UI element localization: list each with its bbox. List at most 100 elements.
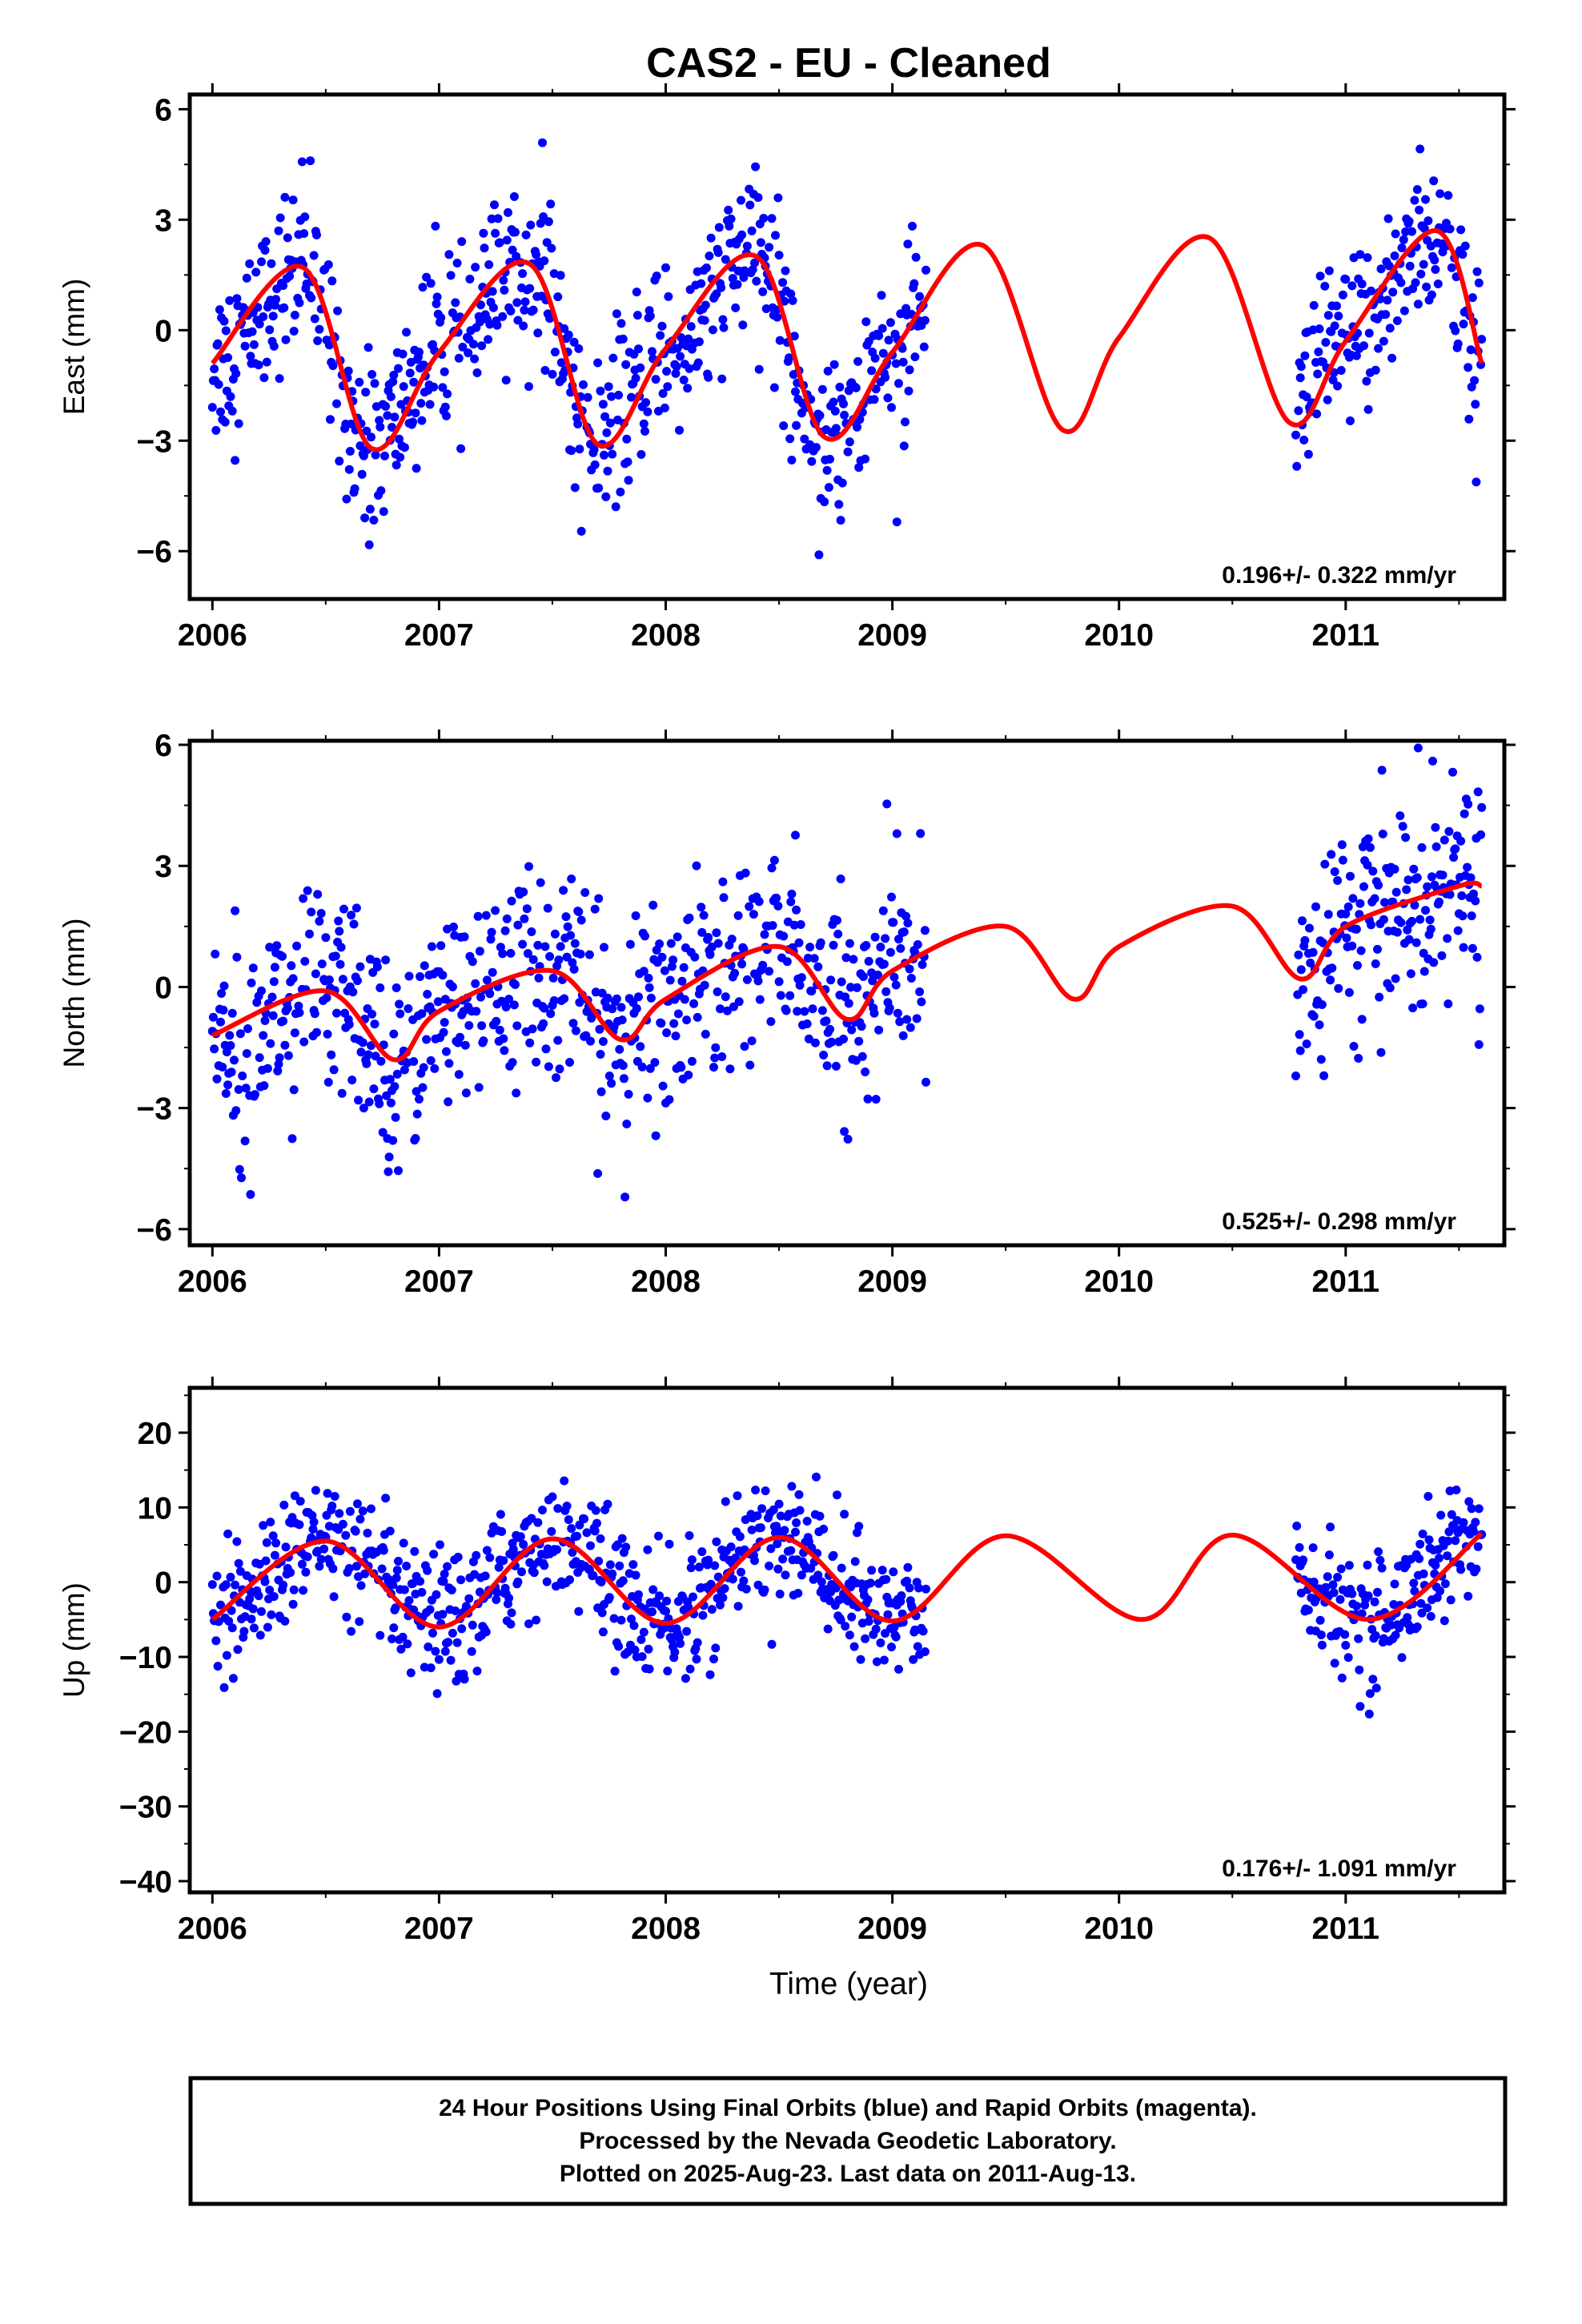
data-point	[363, 1528, 372, 1538]
data-point	[550, 348, 560, 357]
data-point	[383, 411, 392, 420]
y-tick-label: −6	[137, 535, 172, 569]
data-point	[870, 932, 880, 942]
data-point	[1458, 911, 1468, 921]
data-point	[1332, 301, 1341, 311]
data-point	[1398, 822, 1407, 831]
data-point	[1292, 461, 1302, 471]
data-point	[663, 382, 673, 392]
data-point	[879, 1655, 889, 1665]
x-tick-label: 2010	[1084, 1265, 1154, 1299]
data-point	[355, 377, 364, 387]
data-point	[524, 862, 533, 871]
data-point	[861, 1068, 870, 1076]
data-point	[754, 897, 764, 907]
data-point	[255, 320, 264, 329]
data-point	[1401, 833, 1411, 842]
data-point	[755, 995, 765, 1004]
data-point	[595, 1024, 604, 1034]
footer-line-2: Processed by the Nevada Geodetic Laborat…	[579, 2128, 1116, 2154]
data-point	[328, 361, 338, 371]
data-point	[410, 1546, 420, 1556]
data-point	[290, 1491, 299, 1501]
data-point	[780, 1526, 789, 1535]
data-point	[428, 1628, 437, 1638]
data-point	[360, 1569, 370, 1578]
data-point	[673, 1009, 683, 1019]
data-point	[429, 1550, 439, 1559]
data-point	[885, 318, 895, 328]
data-point	[1460, 809, 1469, 818]
data-point	[604, 1593, 614, 1602]
data-point	[620, 1192, 630, 1202]
data-point	[292, 941, 302, 951]
data-point	[1423, 882, 1432, 891]
data-point	[1456, 225, 1466, 235]
data-point	[321, 933, 331, 943]
data-point	[1337, 840, 1347, 850]
data-point	[1300, 351, 1310, 360]
data-point	[442, 411, 451, 420]
data-point	[694, 1562, 704, 1572]
data-point	[747, 226, 757, 235]
data-point	[692, 1655, 701, 1664]
data-point	[697, 1547, 707, 1557]
data-point	[499, 275, 508, 285]
data-point	[223, 1529, 233, 1538]
data-point	[529, 1568, 539, 1578]
data-point	[919, 342, 929, 352]
data-point	[753, 1580, 763, 1590]
data-point	[1320, 281, 1330, 291]
data-point	[574, 344, 584, 353]
data-point	[468, 340, 478, 349]
data-point	[707, 1605, 717, 1614]
data-point	[493, 214, 503, 223]
data-point	[863, 1094, 873, 1104]
data-point	[399, 382, 408, 392]
data-point	[1328, 376, 1338, 384]
data-point	[683, 384, 693, 393]
data-point	[212, 1074, 222, 1084]
data-point	[235, 1029, 245, 1039]
data-point	[831, 424, 841, 433]
data-point	[1477, 335, 1487, 344]
data-point	[492, 320, 502, 330]
data-point	[853, 983, 861, 992]
data-point	[313, 890, 323, 899]
data-point	[631, 1570, 640, 1580]
data-point	[684, 1602, 693, 1612]
data-point	[316, 1554, 326, 1564]
data-point	[870, 353, 880, 363]
data-point	[766, 1017, 776, 1027]
data-point	[914, 1583, 923, 1593]
data-point	[873, 971, 882, 979]
data-point	[666, 939, 676, 948]
data-point	[427, 942, 436, 951]
data-point	[846, 983, 855, 992]
data-point	[1451, 326, 1460, 336]
data-point	[279, 303, 289, 312]
data-point	[721, 1497, 730, 1506]
data-point	[810, 1038, 820, 1047]
data-point	[749, 910, 758, 919]
data-point	[616, 1615, 626, 1625]
data-point	[756, 1523, 765, 1533]
data-point	[741, 868, 750, 878]
data-point	[396, 452, 405, 462]
data-point	[1464, 363, 1473, 372]
data-point	[404, 1004, 413, 1013]
data-point	[1435, 1554, 1443, 1563]
data-point	[1413, 300, 1423, 309]
x-ticks-north: 2006 2007 2008 2009 2010 2011	[178, 730, 1460, 1299]
data-point	[221, 1089, 231, 1098]
data-point	[1451, 844, 1460, 854]
data-point	[426, 1663, 436, 1673]
data-point	[648, 1585, 658, 1594]
data-point	[766, 1544, 776, 1554]
data-point	[389, 370, 399, 380]
data-point	[512, 1021, 522, 1031]
data-point	[920, 926, 930, 935]
data-point	[350, 484, 359, 493]
data-point	[867, 366, 877, 376]
data-point	[506, 306, 516, 316]
